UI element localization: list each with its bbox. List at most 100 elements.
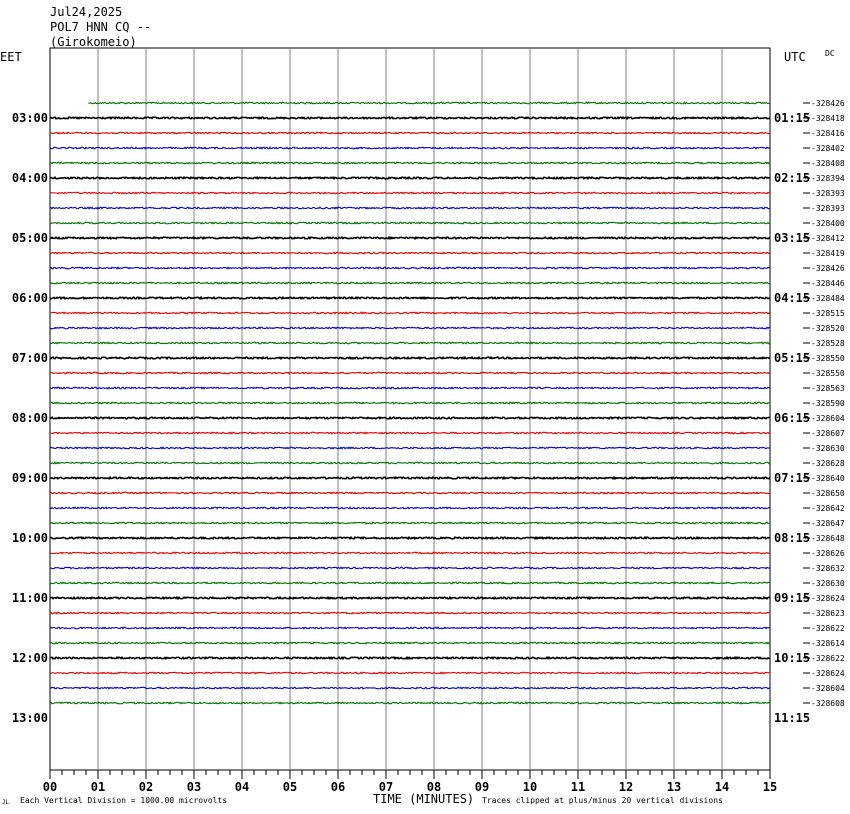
left-hour-label: 10:00 bbox=[12, 531, 48, 545]
trace-dc-label: -328520 bbox=[811, 324, 845, 333]
seismic-trace bbox=[49, 415, 771, 421]
seismic-trace bbox=[49, 506, 771, 510]
x-tick-label: 14 bbox=[715, 780, 729, 794]
trace-dc-label: -328412 bbox=[811, 234, 845, 243]
right-hour-label: 08:15 bbox=[774, 531, 810, 545]
trace-dc-label: -328550 bbox=[811, 354, 845, 363]
trace-dc-label: -328647 bbox=[811, 519, 845, 528]
seismic-trace bbox=[49, 355, 771, 361]
seismic-trace bbox=[49, 161, 771, 165]
right-hour-label: 05:15 bbox=[774, 351, 810, 365]
x-tick-label: 15 bbox=[763, 780, 777, 794]
plot-frame bbox=[49, 47, 771, 771]
left-hour-label: 07:00 bbox=[12, 351, 48, 365]
trace-dc-label: -328622 bbox=[811, 654, 845, 663]
seismic-trace bbox=[49, 281, 771, 285]
location-label: (Girokomeio) bbox=[50, 35, 137, 49]
left-hour-label: 12:00 bbox=[12, 651, 48, 665]
seismic-trace bbox=[49, 701, 771, 705]
seismic-trace bbox=[49, 431, 771, 435]
seismic-trace bbox=[49, 521, 771, 525]
seismic-trace bbox=[49, 491, 771, 495]
trace-dc-label: -328426 bbox=[811, 99, 845, 108]
trace-dc-label: -328648 bbox=[811, 534, 845, 543]
trace-dc-label: -328623 bbox=[811, 609, 845, 618]
seismic-trace bbox=[49, 386, 771, 390]
trace-dc-label: -328642 bbox=[811, 504, 845, 513]
seismic-trace bbox=[49, 191, 771, 195]
dc-label: DC bbox=[825, 49, 835, 58]
trace-dc-label: -328484 bbox=[811, 294, 845, 303]
trace-dc-label: -328550 bbox=[811, 369, 845, 378]
trace-dc-label: -328626 bbox=[811, 549, 845, 558]
traces bbox=[49, 101, 771, 705]
seismic-trace bbox=[49, 371, 771, 375]
trace-dc-label: -328608 bbox=[811, 699, 845, 708]
trace-dc-label: -328446 bbox=[811, 279, 845, 288]
trace-dc-label: -328394 bbox=[811, 174, 845, 183]
trace-dc-label: -328604 bbox=[811, 684, 845, 693]
trace-dc-label: -328624 bbox=[811, 594, 845, 603]
right-hour-label: 06:15 bbox=[774, 411, 810, 425]
seismic-trace bbox=[49, 235, 771, 241]
right-timezone-label: UTC bbox=[784, 50, 806, 64]
trace-dc-label: -328393 bbox=[811, 189, 845, 198]
corner-mark: JL bbox=[2, 799, 10, 806]
seismic-trace bbox=[49, 626, 771, 630]
trace-dc-label: -328640 bbox=[811, 474, 845, 483]
trace-dc-label: -328426 bbox=[811, 264, 845, 273]
seismic-trace bbox=[49, 251, 771, 255]
trace-dc-label: -328650 bbox=[811, 489, 845, 498]
right-hour-label: 02:15 bbox=[774, 171, 810, 185]
right-hour-label: 11:15 bbox=[774, 711, 810, 725]
x-tick-label: 03 bbox=[187, 780, 201, 794]
x-tick-label: 08 bbox=[427, 780, 441, 794]
x-tick-label: 13 bbox=[667, 780, 681, 794]
trace-dc-label: -328622 bbox=[811, 624, 845, 633]
right-hour-label: 04:15 bbox=[774, 291, 810, 305]
x-tick-label: 00 bbox=[43, 780, 57, 794]
seismic-trace bbox=[49, 461, 771, 465]
seismic-trace bbox=[49, 475, 771, 481]
seismic-trace bbox=[88, 101, 770, 105]
left-hour-label: 09:00 bbox=[12, 471, 48, 485]
trace-dc-label: -328630 bbox=[811, 444, 845, 453]
trace-dc-label: -328607 bbox=[811, 429, 845, 438]
trace-dc-label: -328402 bbox=[811, 144, 845, 153]
right-hour-label: 01:15 bbox=[774, 111, 810, 125]
seismic-trace bbox=[49, 326, 771, 330]
x-tick-label: 05 bbox=[283, 780, 297, 794]
left-hour-label: 05:00 bbox=[12, 231, 48, 245]
x-tick-label: 07 bbox=[379, 780, 393, 794]
left-hour-label: 11:00 bbox=[12, 591, 48, 605]
trace-dc-label: -328400 bbox=[811, 219, 845, 228]
x-tick-label: 01 bbox=[91, 780, 105, 794]
trace-dc-label: -328408 bbox=[811, 159, 845, 168]
trace-dc-label: -328624 bbox=[811, 669, 845, 678]
right-hour-label: 03:15 bbox=[774, 231, 810, 245]
right-hour-label: 07:15 bbox=[774, 471, 810, 485]
right-hour-label: 09:15 bbox=[774, 591, 810, 605]
x-tick-label: 11 bbox=[571, 780, 585, 794]
seismic-trace bbox=[49, 146, 771, 150]
x-tick-label: 12 bbox=[619, 780, 633, 794]
trace-dc-label: -328419 bbox=[811, 249, 845, 258]
trace-dc-label: -328393 bbox=[811, 204, 845, 213]
clip-note: Traces clipped at plus/minus 20 vertical… bbox=[482, 796, 723, 805]
left-hour-label: 04:00 bbox=[12, 171, 48, 185]
trace-dc-label: -328416 bbox=[811, 129, 845, 138]
station-label: POL7 HNN CQ -- bbox=[50, 20, 152, 34]
seismic-trace bbox=[49, 221, 771, 225]
trace-dc-label: -328528 bbox=[811, 339, 845, 348]
seismic-trace bbox=[49, 341, 771, 345]
trace-dc-label: -328630 bbox=[811, 579, 845, 588]
trace-dc-label: -328628 bbox=[811, 459, 845, 468]
seismic-trace bbox=[49, 206, 771, 210]
trace-dc-label: -328604 bbox=[811, 414, 845, 423]
seismic-trace bbox=[49, 566, 771, 570]
seismic-trace bbox=[49, 611, 771, 615]
seismic-trace bbox=[49, 175, 771, 181]
x-tick-label: 10 bbox=[523, 780, 537, 794]
seismic-trace bbox=[49, 551, 771, 555]
